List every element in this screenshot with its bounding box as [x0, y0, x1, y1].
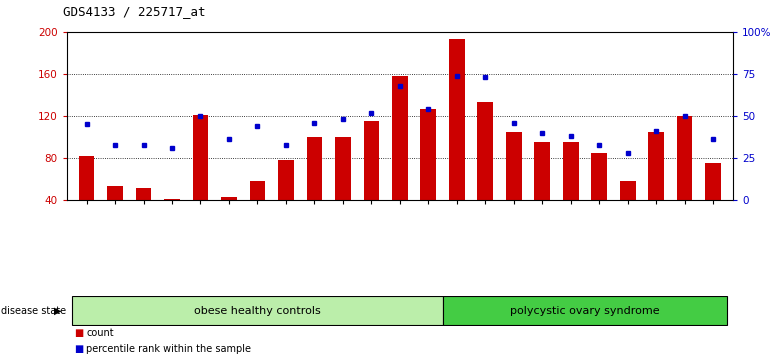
Bar [620, 181, 636, 200]
Bar [78, 156, 94, 200]
Bar [449, 39, 465, 200]
Bar [420, 109, 436, 200]
Bar [221, 197, 237, 200]
Bar [648, 132, 664, 200]
Bar [364, 121, 379, 200]
Bar [535, 142, 550, 200]
Text: ■: ■ [74, 328, 84, 338]
Bar [278, 160, 294, 200]
Bar [677, 116, 692, 200]
Text: disease state: disease state [1, 306, 66, 316]
Bar [335, 137, 350, 200]
Bar [442, 296, 728, 325]
Bar [107, 186, 123, 200]
Bar [506, 132, 521, 200]
Text: polycystic ovary syndrome: polycystic ovary syndrome [510, 306, 660, 316]
Text: ■: ■ [74, 344, 84, 354]
Bar [591, 153, 607, 200]
Text: count: count [86, 328, 114, 338]
Text: obese healthy controls: obese healthy controls [194, 306, 321, 316]
Bar [392, 76, 408, 200]
Text: GDS4133 / 225717_at: GDS4133 / 225717_at [63, 5, 205, 18]
Bar [164, 199, 180, 200]
Bar [249, 181, 265, 200]
Text: ▶: ▶ [53, 306, 61, 316]
Bar [193, 115, 209, 200]
Bar [477, 102, 493, 200]
Bar [307, 137, 322, 200]
Text: percentile rank within the sample: percentile rank within the sample [86, 344, 251, 354]
Bar [136, 188, 151, 200]
Bar [706, 163, 721, 200]
Bar [72, 296, 442, 325]
Bar [563, 142, 579, 200]
